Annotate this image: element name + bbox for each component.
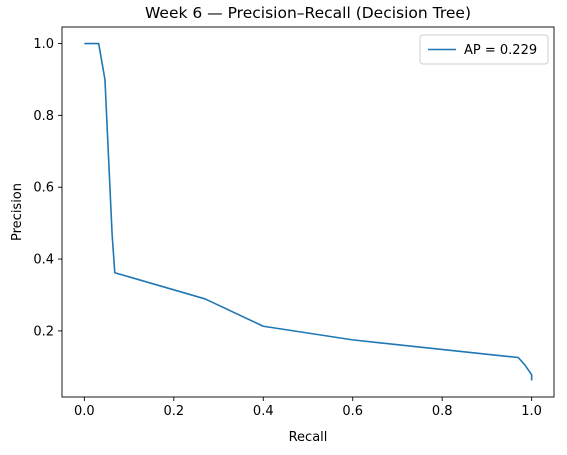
series-layer (84, 42, 533, 381)
x-tick-label: 0.4 (253, 404, 274, 419)
y-axis-label: Precision (10, 183, 25, 241)
y-axis: 0.2 0.4 0.6 0.8 1.0 (33, 37, 62, 339)
legend: AP = 0.229 (419, 34, 549, 65)
plot-area (61, 26, 555, 398)
x-tick-label: 0.2 (163, 404, 184, 419)
x-tick-label: 0.0 (74, 404, 95, 419)
legend-box (419, 34, 549, 65)
y-tick-label: 0.6 (33, 181, 54, 196)
x-tick-label: 0.6 (342, 404, 363, 419)
y-tick-label: 0.2 (33, 324, 54, 339)
x-tick-label: 1.0 (521, 404, 542, 419)
x-tick-label: 0.8 (432, 404, 453, 419)
x-axis-label: Recall (289, 430, 328, 445)
chart-title: Week 6 — Precision–Recall (Decision Tree… (145, 4, 471, 22)
plot-frame (61, 26, 555, 398)
x-axis: 0.0 0.2 0.4 0.6 0.8 1.0 (74, 397, 542, 419)
legend-label: AP = 0.229 (464, 43, 537, 58)
y-tick-label: 0.8 (33, 109, 54, 124)
series-line (84, 42, 533, 381)
y-tick-label: 1.0 (33, 37, 54, 52)
y-tick-label: 0.4 (33, 253, 54, 268)
